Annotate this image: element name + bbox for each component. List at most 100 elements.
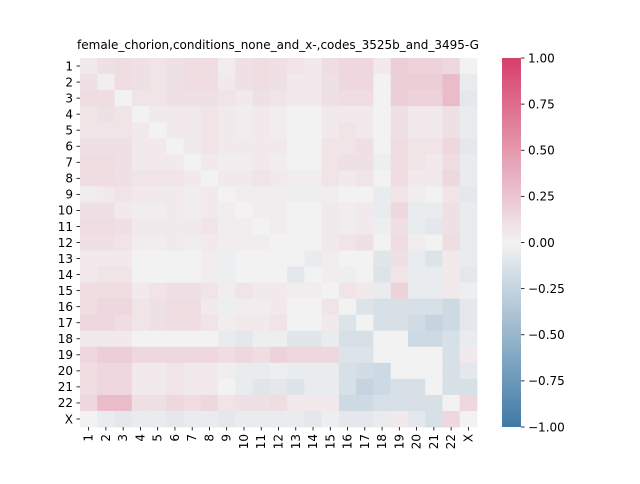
heatmap-cell-22-15 [321,394,340,412]
heatmap-cell-4-10 [235,106,254,123]
heatmap-cell-14-15 [321,266,340,284]
heatmap-cell-10-9 [218,202,236,219]
heatmap-cell-18-11 [252,330,271,348]
x-tick-label: 14 [306,434,320,449]
heatmap-cell-20-X [459,362,478,380]
heatmap-cell-4-1 [80,106,98,123]
heatmap-cell-1-7 [183,58,202,75]
heatmap-cell-6-18 [373,138,392,155]
colorbar-tick-label: −0.25 [528,282,565,296]
heatmap-cell-14-19 [390,266,409,284]
x-tick-label: 19 [392,434,406,449]
heatmap-cell-11-21 [425,218,443,235]
heatmap-cell-8-X [459,170,478,187]
heatmap-cell-3-X [459,90,478,107]
heatmap-cell-4-18 [373,106,392,123]
heatmap-cells [80,58,478,428]
y-tick-label: 5 [65,124,73,138]
heatmap-cell-18-22 [442,330,461,348]
heatmap-cell-4-15 [321,106,340,123]
heatmap-cell-20-19 [390,362,409,380]
heatmap-cell-16-8 [200,298,219,316]
heatmap-cell-18-15 [321,330,340,348]
heatmap-cell-10-2 [97,202,115,219]
heatmap-cell-17-5 [149,314,167,332]
heatmap-cell-7-X [459,154,478,171]
heatmap-cell-16-17 [356,298,374,316]
heatmap-cell-7-10 [235,154,254,171]
heatmap-cell-17-13 [287,314,305,332]
heatmap-cell-21-15 [321,378,340,396]
heatmap-cell-11-18 [373,218,392,235]
heatmap-cell-20-9 [218,362,236,380]
heatmap-cell-10-19 [390,202,409,219]
heatmap-cell-4-11 [252,106,271,123]
heatmap-cell-10-4 [131,202,150,219]
heatmap-cell-21-6 [166,378,184,396]
x-tick-label: 13 [289,434,303,449]
heatmap-cell-9-2 [97,186,115,203]
heatmap-cell-15-21 [425,282,443,300]
heatmap-cell-2-15 [321,74,340,91]
heatmap-cell-6-6 [166,138,184,155]
y-tick-label: 16 [58,300,73,314]
heatmap-cell-16-7 [183,298,202,316]
colorbar-tick-label: −0.75 [528,374,565,388]
heatmap-cell-3-17 [356,90,374,107]
heatmap-cell-5-8 [200,122,219,139]
heatmap-cell-12-7 [183,234,202,251]
heatmap-cell-11-6 [166,218,184,235]
heatmap-cell-3-14 [304,90,323,107]
y-tick-label: 4 [65,107,73,121]
heatmap-cell-22-2 [97,394,115,412]
y-tick-label: 7 [65,156,73,170]
y-tick-label: 11 [58,220,73,234]
heatmap-cell-17-9 [218,314,236,332]
heatmap-cell-1-6 [166,58,184,75]
heatmap-cell-4-5 [149,106,167,123]
heatmap-cell-4-17 [356,106,374,123]
heatmap-cell-X-10 [235,410,254,428]
heatmap-cell-11-2 [97,218,115,235]
heatmap-cell-9-6 [166,186,184,203]
heatmap-cell-6-15 [321,138,340,155]
heatmap-cell-18-2 [97,330,115,348]
heatmap-cell-15-3 [114,282,133,300]
heatmap-cell-8-19 [390,170,409,187]
heatmap-cell-1-1 [80,58,98,75]
heatmap-cell-8-12 [269,170,288,187]
x-tick-label: 18 [375,434,389,449]
heatmap-cell-11-9 [218,218,236,235]
heatmap-cell-17-8 [200,314,219,332]
heatmap-cell-1-16 [338,58,357,75]
heatmap-cell-7-13 [287,154,305,171]
heatmap-cell-10-X [459,202,478,219]
heatmap-cell-15-X [459,282,478,300]
heatmap-cell-8-2 [97,170,115,187]
heatmap-cell-22-6 [166,394,184,412]
heatmap-cell-21-11 [252,378,271,396]
heatmap-cell-13-19 [390,250,409,267]
heatmap-cell-16-X [459,298,478,316]
heatmap-cell-22-X [459,394,478,412]
heatmap-cell-15-8 [200,282,219,300]
heatmap-cell-5-18 [373,122,392,139]
heatmap-cell-12-4 [131,234,150,251]
heatmap-cell-10-12 [269,202,288,219]
heatmap-cell-16-6 [166,298,184,316]
heatmap-cell-22-21 [425,394,443,412]
heatmap-cell-13-9 [218,250,236,267]
heatmap-cell-12-6 [166,234,184,251]
heatmap-cell-8-10 [235,170,254,187]
heatmap-cell-20-13 [287,362,305,380]
heatmap-cell-13-7 [183,250,202,267]
heatmap-cell-7-16 [338,154,357,171]
heatmap-cell-5-2 [97,122,115,139]
heatmap-cell-20-5 [149,362,167,380]
heatmap-cell-14-20 [407,266,426,284]
heatmap-cell-2-5 [149,74,167,91]
heatmap-cell-14-2 [97,266,115,284]
heatmap-cell-4-7 [183,106,202,123]
